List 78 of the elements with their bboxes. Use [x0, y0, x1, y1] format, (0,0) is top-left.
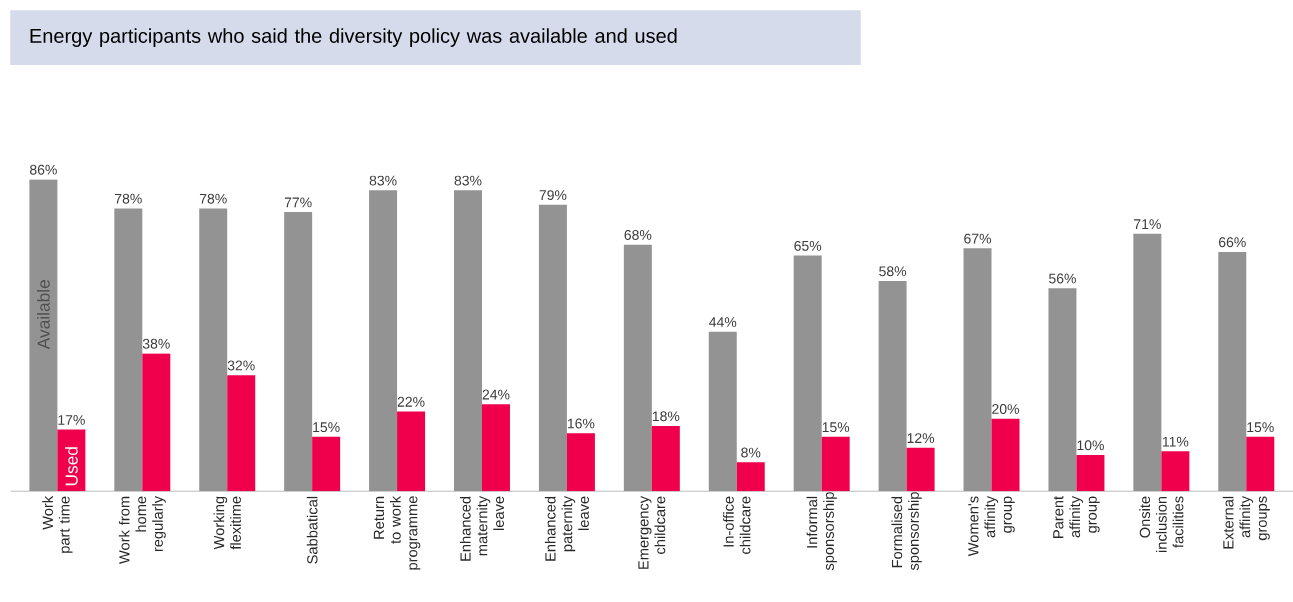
- bar: [1218, 251, 1247, 492]
- x-tick-label: In-office childcare: [723, 496, 751, 555]
- bar: [114, 208, 143, 492]
- data-label: 77%: [284, 197, 312, 208]
- data-label: 83%: [369, 175, 397, 186]
- bar: [1246, 436, 1275, 492]
- data-label: 15%: [822, 422, 850, 433]
- x-tick-label: Sabbatical: [306, 496, 318, 564]
- data-label: 32%: [227, 360, 255, 371]
- data-label: 79%: [539, 190, 567, 201]
- bar: [481, 404, 510, 492]
- x-tick-label: Work part time: [42, 495, 73, 553]
- bar: [29, 179, 58, 492]
- data-label: 58%: [879, 266, 907, 277]
- data-label: 56%: [1049, 273, 1076, 284]
- data-label: 65%: [794, 240, 822, 251]
- bar: [906, 447, 935, 492]
- data-label: 20%: [992, 404, 1020, 415]
- data-label: 8%: [741, 447, 761, 458]
- x-tick-label: External affinity groups: [1222, 496, 1270, 549]
- data-label: 22%: [397, 396, 425, 407]
- x-tick-label: Return to work programme: [373, 495, 421, 570]
- data-label: 15%: [1247, 422, 1274, 433]
- bar: [566, 433, 595, 492]
- bar: [708, 331, 737, 492]
- data-label: 68%: [624, 230, 652, 241]
- data-label: 11%: [1162, 436, 1189, 447]
- x-tick-label: Emergency childcare: [638, 496, 666, 569]
- data-label: 12%: [907, 433, 935, 444]
- bar: [878, 280, 907, 492]
- series-label: Available: [37, 280, 50, 350]
- bar: [312, 436, 341, 492]
- x-tick-label: Formalised sponsorship: [891, 492, 922, 571]
- data-label: 78%: [115, 193, 142, 204]
- x-tick-label: Work from home regularly: [118, 496, 166, 565]
- chart-title: Energy participants who said the diversity policy was available and used: [30, 28, 677, 47]
- data-label: 67%: [964, 233, 992, 244]
- bar: [199, 208, 228, 492]
- bar: [623, 244, 652, 492]
- x-tick-label: Informal sponsorship: [806, 492, 837, 571]
- data-label: 17%: [58, 415, 85, 425]
- bar: [538, 204, 567, 492]
- x-tick-label: Onsite inclusion facilities: [1139, 496, 1184, 553]
- data-label: 78%: [199, 193, 227, 204]
- data-label: 71%: [1134, 219, 1161, 230]
- data-label: 44%: [709, 317, 737, 328]
- x-tick-label: Parent affinity group: [1053, 496, 1100, 538]
- data-label: 15%: [313, 422, 340, 433]
- bar: [651, 426, 680, 492]
- bar: [1161, 451, 1190, 492]
- x-tick-label: Enhanced maternity leave: [459, 496, 505, 561]
- bar: [454, 190, 482, 492]
- series-label: Used: [65, 447, 78, 486]
- data-label: 86%: [29, 164, 57, 175]
- data-label: 18%: [652, 411, 680, 422]
- bar: [793, 255, 822, 492]
- data-label: 66%: [1219, 237, 1246, 248]
- bar: [991, 418, 1020, 492]
- x-tick-label: Working flexitime: [213, 496, 241, 550]
- bar: [1048, 288, 1077, 492]
- bar: [369, 190, 398, 492]
- bar: [57, 429, 86, 492]
- data-label: 24%: [482, 389, 510, 400]
- bar: [397, 411, 426, 492]
- bar: [736, 462, 765, 492]
- bar: [1076, 455, 1105, 492]
- bar: [821, 436, 850, 492]
- data-label: 83%: [454, 175, 482, 186]
- bar: [1133, 233, 1162, 492]
- bar: [227, 375, 256, 492]
- bar: [284, 212, 313, 492]
- data-label: 38%: [142, 338, 170, 349]
- data-label: 10%: [1077, 440, 1104, 451]
- bar: [963, 248, 992, 492]
- x-tick-label: Women's affinity group: [968, 496, 1015, 557]
- data-label: 16%: [567, 418, 595, 429]
- bar: [142, 353, 171, 492]
- x-tick-label: Enhanced paternity leave: [544, 496, 589, 561]
